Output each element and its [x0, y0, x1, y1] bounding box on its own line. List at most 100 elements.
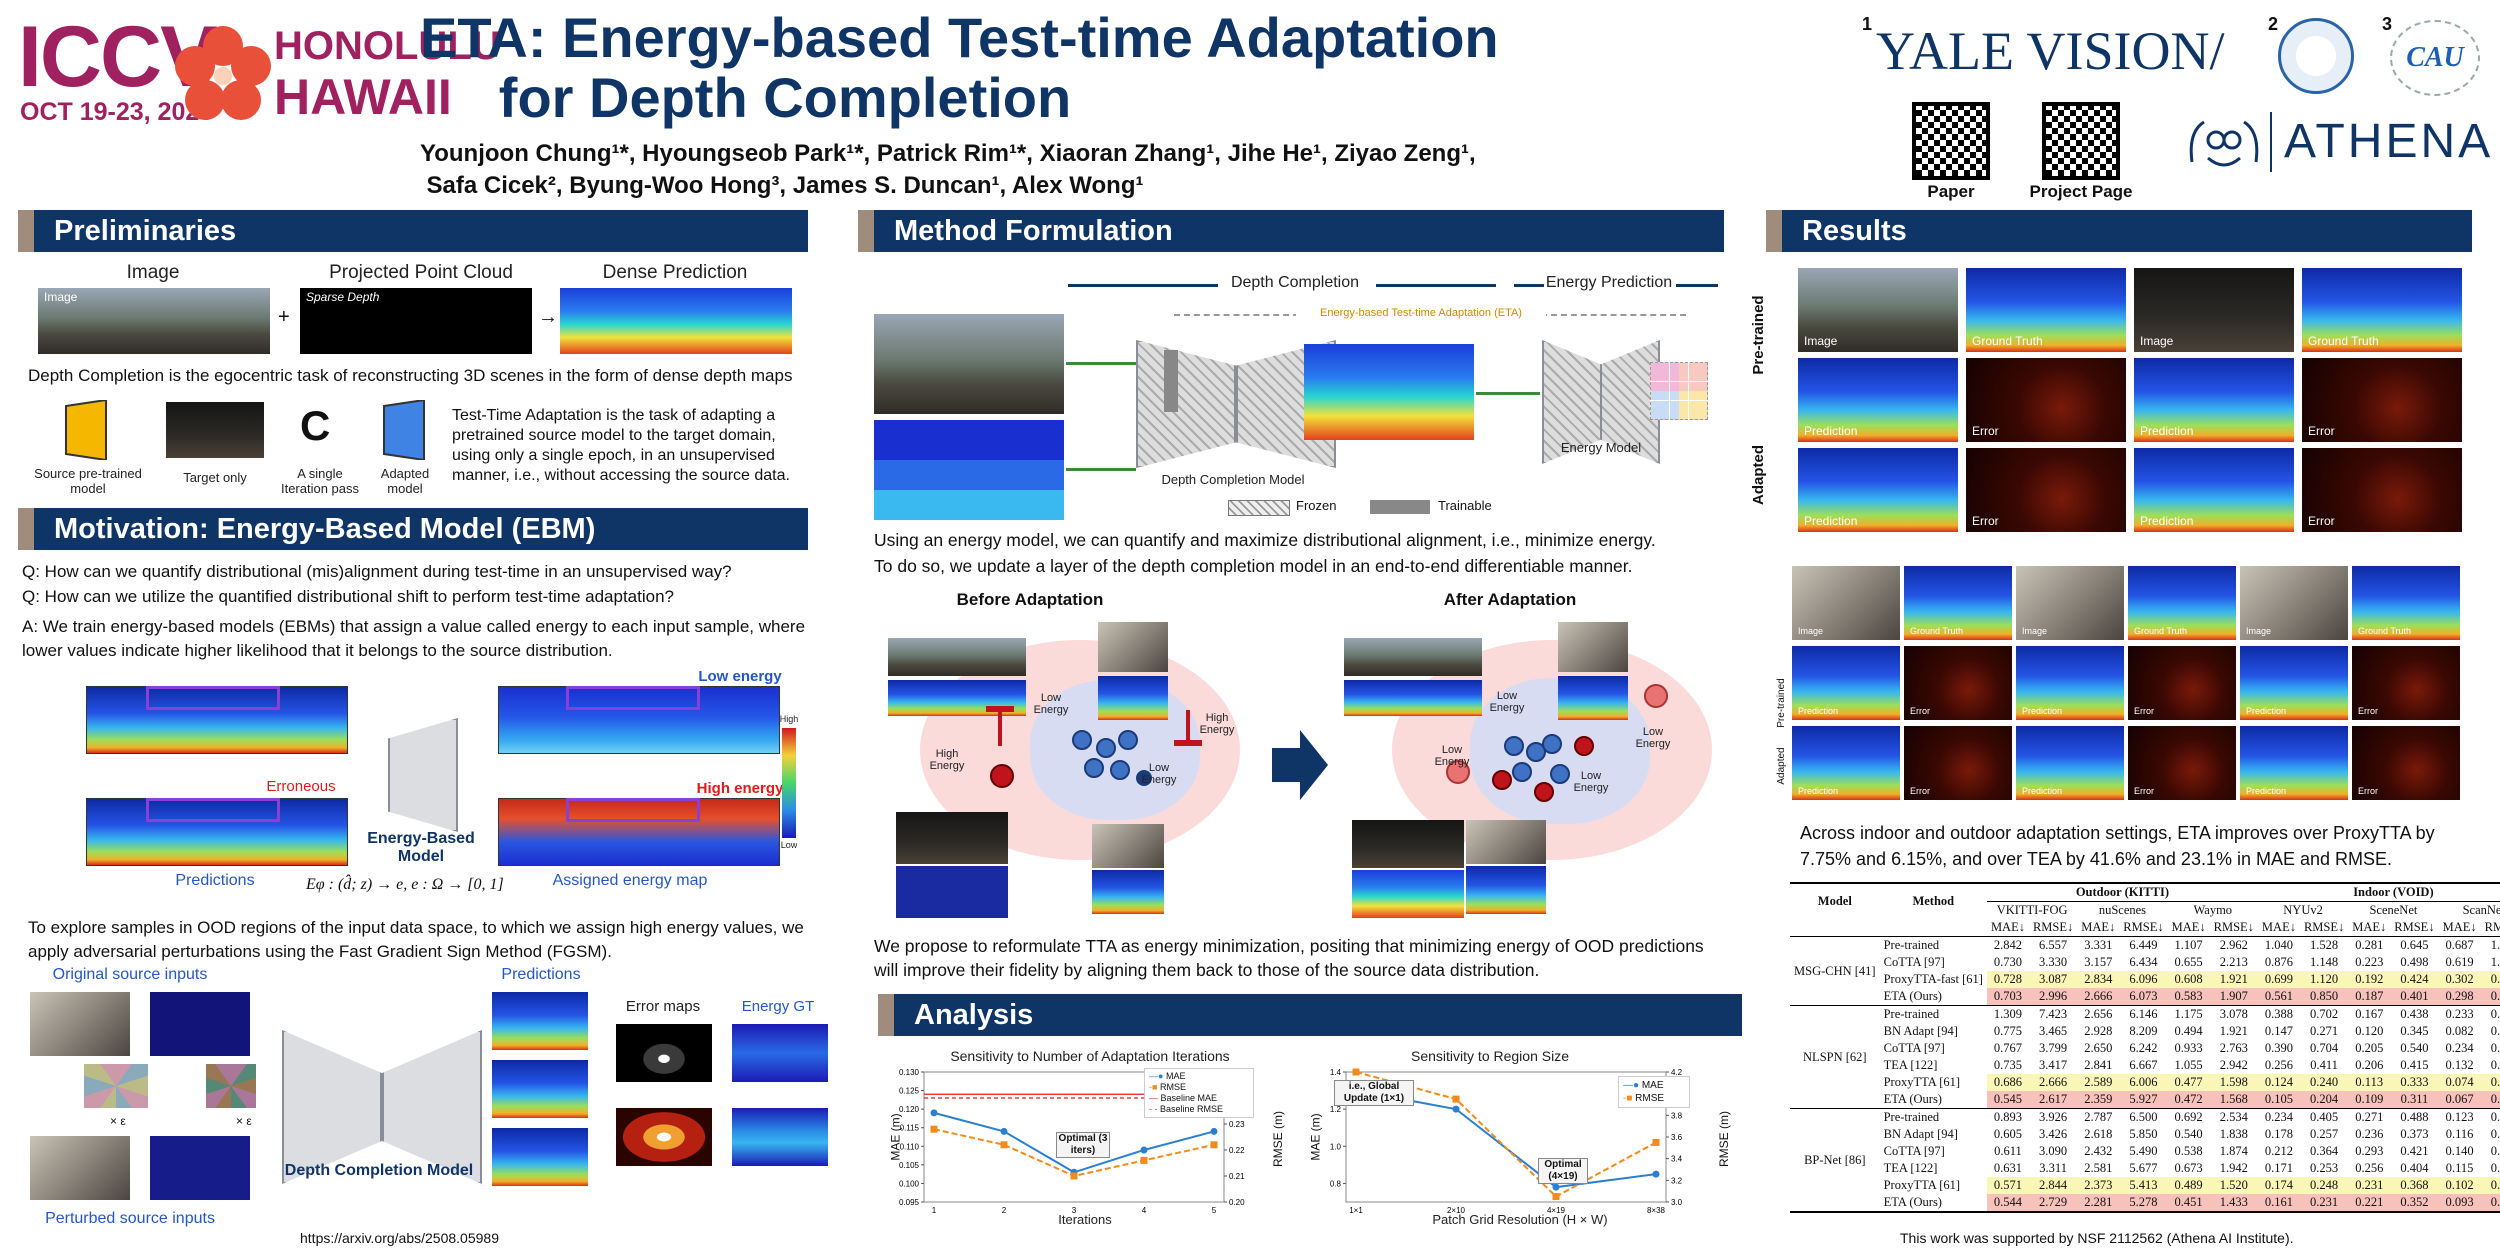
table-method-cell: Pre-trained [1883, 1110, 1940, 1124]
times-eps-2: × ε [236, 1114, 252, 1128]
answer-text: A: We train energy-based models (EBMs) t… [22, 617, 806, 660]
plot2-ylabel: MAE (m) [1308, 1113, 1323, 1161]
table-row: BN Adapt [94] 0.605 3.426 2.618 5.850 0.540 1.… [1790, 1126, 2500, 1143]
table-value-cell: 0.223 [2355, 955, 2384, 969]
plot1-ylabel: MAE (m) [888, 1113, 903, 1161]
table-value-cell: 0.161 [2257, 1194, 2300, 1212]
times-eps-1: × ε [110, 1114, 126, 1128]
energy-map-high [498, 798, 780, 866]
col-cloud-label: Projected Point Cloud [329, 262, 513, 283]
predictions-label-2: Predictions [501, 966, 581, 983]
icon-source-label: Source pre-trained model [34, 466, 142, 496]
ebm-formula: Eφ : (d̂; z) → e, e : Ω → [0, 1] [306, 876, 504, 893]
side-label-adapted: Adapted [1750, 445, 1767, 505]
table-value-cell: 2.656 [2084, 1007, 2113, 1021]
table-row: NLSPN [62] Pre-trained 1.309 7.423 2.656 6.14… [1790, 1005, 2500, 1064]
table-value-cell: 3.311 [2039, 1161, 2067, 1175]
rmse-point [1070, 1172, 1078, 1180]
outdoor-result-tile: Prediction [2134, 358, 2294, 442]
table-value-cell: 0.673 [2174, 1161, 2203, 1175]
question-1: Q: How can we quantify distributional (m… [22, 562, 732, 581]
method-text-3: We propose to reformulate TTA as energy … [874, 936, 1704, 980]
table-metric-header: RMSE↓ [2484, 920, 2500, 934]
table-value-cell: 0.165 [2490, 1161, 2500, 1175]
table-method-cell: BN Adapt [94] [1883, 1024, 1958, 1038]
project-qr-code[interactable] [2042, 102, 2120, 180]
table-value-cell: 1.598 [2209, 1074, 2258, 1091]
table-value-cell: 0.390 [2264, 1041, 2293, 1055]
table-value-cell: 0.132 [2445, 1058, 2474, 1072]
table-value-cell: 2.432 [2084, 1144, 2113, 1158]
table-method-cell: ETA (Ours) [1883, 1195, 1942, 1209]
arxiv-link[interactable]: https://arxiv.org/abs/2508.05989 [300, 1230, 499, 1246]
after-faded-node-2 [1644, 684, 1668, 708]
table-value-cell: 2.618 [2084, 1127, 2113, 1141]
table-value-cell: 0.233 [2445, 1007, 2474, 1021]
table-value-cell: 0.702 [2310, 1007, 2339, 1021]
mae-point [1210, 1127, 1218, 1135]
table-value-cell: 0.352 [2390, 1194, 2439, 1212]
side-label-adapted-2: Adapted [1776, 747, 1787, 785]
prelim-sparse-depth: Sparse Depth [300, 288, 532, 354]
side-label-pretrained-2: Pre-trained [1776, 678, 1787, 728]
table-value-cell: 0.540 [2174, 1127, 2203, 1141]
colorbar-high: High [779, 714, 799, 724]
pred-stack-2 [492, 1060, 588, 1118]
table-row: TEA [122] 0.631 3.311 2.581 5.677 0.673 1.942 0… [1790, 1160, 2500, 1177]
rmse-point [1452, 1095, 1460, 1103]
predictions-label: Predictions [175, 872, 255, 889]
y2-tick-label: 3.6 [1671, 1133, 1683, 1142]
table-value-cell: 0.105 [2257, 1091, 2300, 1109]
table-value-cell: 1.040 [2264, 938, 2293, 952]
after-img-3 [1352, 820, 1464, 868]
noise-image-1 [84, 1064, 148, 1108]
erroneous-label: Erroneous [266, 778, 336, 795]
plot2: 0.81.01.21.43.03.23.43.63.84.04.21×12×10… [1306, 1062, 1706, 1232]
tta-text: Test-Time Adaptation is the task of adap… [452, 407, 790, 484]
plot2-annotation-2: Optimal (4×19) [1538, 1158, 1588, 1184]
table-value-cell: 1.107 [2174, 938, 2203, 952]
table-value-cell: 2.666 [2077, 988, 2120, 1006]
before-adaptation-label: Before Adaptation [956, 590, 1104, 609]
energy-gt-label: Energy GT [741, 998, 815, 1015]
table-value-cell: 0.196 [2490, 1110, 2500, 1124]
energy-model-label: Energy Model [1560, 440, 1642, 455]
table-value-cell: 0.538 [2174, 1144, 2203, 1158]
table-dataset-header: VKITTI-FOG [1996, 903, 2068, 917]
table-value-cell: 0.850 [2299, 988, 2349, 1006]
table-value-cell: 0.174 [2257, 1177, 2300, 1194]
table-row: CoTTA [97] 0.730 3.330 3.157 6.434 0.655 2.213… [1790, 954, 2500, 971]
y-tick-label: 0.095 [899, 1198, 920, 1207]
table-value-cell: 1.874 [2219, 1144, 2248, 1158]
table-value-cell: 0.545 [1986, 1091, 2029, 1109]
y-tick-label: 0.120 [899, 1105, 920, 1114]
table-value-cell: 0.256 [2355, 1161, 2384, 1175]
indoor-result-tile: Error [2352, 646, 2460, 720]
outdoor-result-tile: Error [2302, 358, 2462, 442]
table-value-cell: 0.728 [1986, 971, 2029, 988]
energy-prediction-label: Energy Prediction [1545, 274, 1673, 291]
indoor-result-tile: Prediction [2016, 646, 2124, 720]
plot2-title: Sensitivity to Region Size [1411, 1048, 1569, 1064]
table-metric-header: MAE↓ [2442, 920, 2477, 934]
table-value-cell: 3.799 [2039, 1041, 2068, 1055]
trainable-layer [1164, 350, 1178, 412]
x-tick-label: 4×19 [1547, 1206, 1566, 1215]
poster-title: ETA: Energy-based Test-time Adaptation f… [420, 8, 1499, 128]
table-value-cell: 2.942 [2219, 1058, 2248, 1072]
indoor-result-tile: Prediction [2016, 726, 2124, 800]
table-value-cell: 0.257 [2310, 1127, 2339, 1141]
before-depth-3 [896, 866, 1008, 918]
x-tick-label: 5 [1212, 1206, 1217, 1215]
table-value-cell: 0.093 [2438, 1194, 2481, 1212]
x-tick-label: 4 [1142, 1206, 1147, 1215]
preliminaries-heading: Preliminaries [18, 210, 808, 252]
table-row: BP-Net [86] Pre-trained 0.893 3.926 2.787 6.5… [1790, 1108, 2500, 1167]
indoor-result-tile: Prediction [2240, 726, 2348, 800]
table-value-cell: 3.087 [2028, 971, 2078, 988]
table-value-cell: 0.703 [1986, 988, 2029, 1006]
analysis-heading: Analysis [878, 994, 1742, 1036]
table-value-cell: 0.544 [1986, 1194, 2029, 1212]
table-value-cell: 1.141 [2490, 955, 2500, 969]
paper-qr-code[interactable] [1912, 102, 1990, 180]
